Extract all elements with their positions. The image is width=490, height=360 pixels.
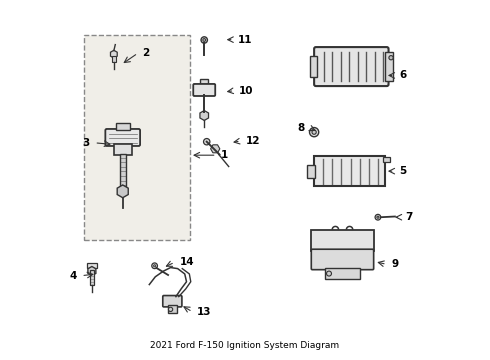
Circle shape (377, 216, 379, 218)
Bar (116, 123, 130, 130)
Bar (383, 157, 390, 162)
Bar (385, 53, 393, 81)
Text: 9: 9 (392, 259, 398, 269)
FancyBboxPatch shape (105, 129, 140, 146)
Text: 13: 13 (197, 307, 212, 317)
Bar (84, 35, 190, 240)
Bar (325, 268, 360, 279)
Text: 3: 3 (82, 138, 90, 148)
Bar (314, 156, 385, 186)
Text: 2021 Ford F-150 Ignition System Diagram: 2021 Ford F-150 Ignition System Diagram (150, 341, 340, 350)
Bar (310, 56, 317, 77)
Bar (311, 230, 374, 251)
Circle shape (153, 265, 156, 267)
Circle shape (203, 139, 210, 145)
Text: 6: 6 (399, 71, 406, 80)
Bar (112, 56, 116, 62)
Text: 10: 10 (239, 86, 253, 96)
Text: 5: 5 (399, 166, 406, 176)
FancyBboxPatch shape (311, 249, 374, 270)
Circle shape (310, 127, 318, 137)
Bar (114, 144, 132, 155)
FancyBboxPatch shape (193, 84, 215, 96)
Text: 7: 7 (405, 212, 412, 222)
FancyBboxPatch shape (163, 296, 182, 307)
Bar (200, 79, 208, 85)
Circle shape (203, 39, 206, 41)
Circle shape (169, 307, 172, 311)
Bar (168, 305, 176, 313)
Circle shape (375, 215, 381, 220)
Bar (90, 270, 94, 285)
Text: 2: 2 (143, 48, 150, 58)
Circle shape (201, 37, 207, 43)
Text: 11: 11 (238, 35, 253, 45)
Circle shape (152, 263, 157, 269)
Text: 14: 14 (179, 257, 194, 267)
FancyBboxPatch shape (314, 47, 389, 86)
Text: 4: 4 (69, 271, 76, 281)
Circle shape (312, 130, 316, 134)
Circle shape (326, 271, 331, 276)
Bar (87, 262, 97, 267)
Bar (307, 165, 315, 177)
Text: 12: 12 (245, 136, 260, 146)
Circle shape (389, 55, 393, 60)
Text: 8: 8 (297, 122, 304, 132)
Text: 1: 1 (221, 150, 228, 160)
Bar (120, 154, 126, 187)
